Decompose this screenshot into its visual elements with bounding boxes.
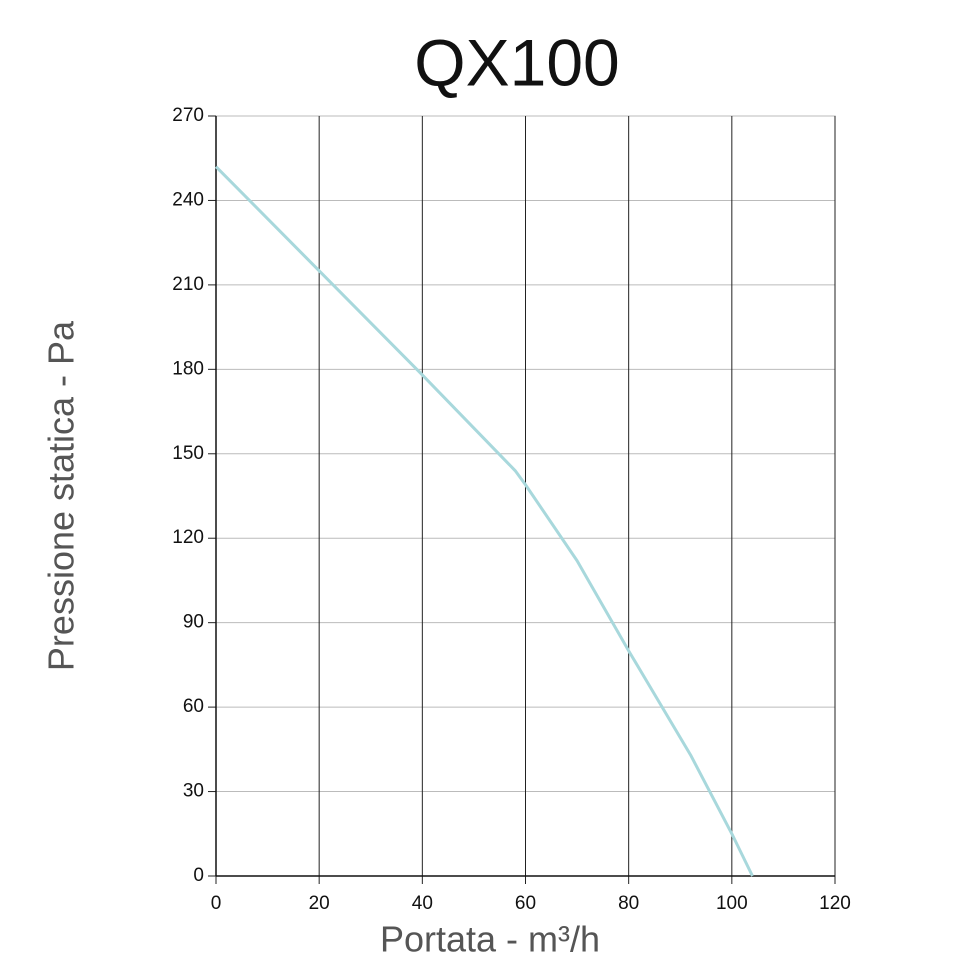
y-tick-label: 120 [172,527,204,548]
y-tick-label: 270 [172,105,204,126]
y-tick-label: 210 [172,274,204,295]
chart-title: QX100 [414,25,619,99]
y-tick-label: 90 [183,612,204,633]
x-tick-label: 60 [515,893,536,914]
y-tick-label: 240 [172,189,204,210]
y-tick-label: 180 [172,358,204,379]
y-tick-label: 60 [183,696,204,717]
x-tick-label: 100 [716,893,748,914]
x-tick-label: 40 [412,893,433,914]
y-tick-label: 0 [193,865,204,886]
y-axis-label: Pressione statica - Pa [41,320,82,671]
x-tick-label: 80 [618,893,639,914]
y-tick-label: 150 [172,443,204,464]
x-tick-label: 0 [211,893,222,914]
x-tick-label: 120 [819,893,851,914]
data-line [214,165,754,877]
x-tick-label: 20 [309,893,330,914]
y-tick-label: 30 [183,781,204,802]
x-axis-label: Portata - m³/h [380,919,600,960]
